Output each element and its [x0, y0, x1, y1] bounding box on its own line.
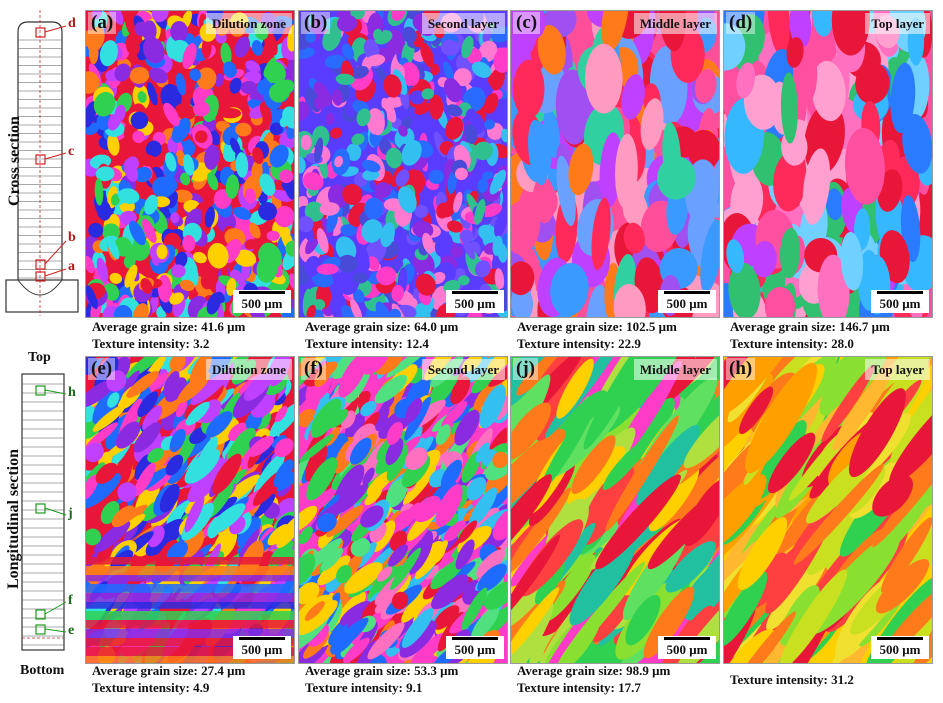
scale-bar-d: 500 μm [871, 290, 929, 313]
grain-size-f: Average grain size: 53.3 μm [305, 663, 459, 678]
grain-texture-d [724, 11, 932, 317]
texture-intensity-b: Texture intensity: 12.4 [305, 336, 429, 351]
ebsd-map-a: (a) Dilution zone 500 μm [85, 10, 295, 318]
panel-label-f: (f) [301, 358, 326, 380]
region-label-b: Second layer [421, 13, 505, 34]
scale-bar-c: 500 μm [658, 290, 716, 313]
marker-label-f: f [68, 593, 73, 608]
cross-section-schematic: d c b a [0, 10, 85, 320]
marker-label-c: c [68, 144, 75, 159]
panel-label-e: (e) [88, 358, 116, 380]
ebsd-map-d: (d) Top layer 500 μm [723, 10, 933, 318]
panel-label-d: (d) [726, 12, 756, 34]
scale-bar-j: 500 μm [658, 636, 716, 659]
scale-bar-e: 500 μm [233, 636, 291, 659]
region-label-j: Middle layer [633, 359, 717, 380]
marker-f-box [35, 609, 46, 620]
cross-section-label: Cross section [6, 116, 23, 206]
grain-size-j: Average grain size: 98.9 μm [517, 663, 671, 678]
marker-label-e: e [68, 623, 75, 638]
texture-intensity-j: Texture intensity: 17.7 [517, 680, 641, 695]
region-label-e: Dilution zone [205, 359, 292, 380]
longitudinal-section-diagram [21, 373, 67, 651]
marker-label-h: h [68, 385, 76, 400]
marker-d-box [35, 27, 46, 38]
region-label-d: Top layer [865, 13, 930, 34]
ebsd-map-c: (c) Middle layer 500 μm [510, 10, 720, 318]
panel-label-j: (j) [513, 358, 538, 380]
grain-size-e: Average grain size: 27.4 μm [92, 663, 246, 678]
grain-size-d: Average grain size: 146.7 μm [730, 319, 890, 334]
marker-label-j: j [68, 506, 73, 521]
ebsd-map-f: (f) Second layer 500 μm [298, 356, 508, 664]
grain-size-b: Average grain size: 64.0 μm [305, 319, 459, 334]
texture-intensity-c: Texture intensity: 22.9 [517, 336, 641, 351]
marker-a-box [35, 271, 46, 282]
longitudinal-section-label: Longitudinal section [5, 448, 22, 590]
panel-label-h: (h) [726, 358, 756, 380]
scale-bar-a: 500 μm [233, 290, 291, 313]
marker-b-box [35, 259, 46, 270]
ebsd-map-e: (e) Dilution zone 500 μm [85, 356, 295, 664]
texture-intensity-a: Texture intensity: 3.2 [92, 336, 210, 351]
grain-texture-f [299, 357, 507, 663]
region-label-h: Top layer [865, 359, 930, 380]
grain-texture-h [724, 357, 932, 663]
longitudinal-section-schematic: h j f e [0, 370, 85, 660]
grain-size-a: Average grain size: 41.6 μm [92, 319, 246, 334]
marker-label-b: b [68, 230, 76, 245]
scale-bar-b: 500 μm [446, 290, 504, 313]
texture-intensity-f: Texture intensity: 9.1 [305, 680, 423, 695]
texture-intensity-e: Texture intensity: 4.9 [92, 680, 210, 695]
top-label: Top [28, 350, 51, 365]
grain-texture-b [299, 11, 507, 317]
ebsd-map-h: (h) Top layer 500 μm [723, 356, 933, 664]
marker-e-box [35, 624, 46, 635]
region-label-a: Dilution zone [205, 13, 292, 34]
scale-bar-h: 500 μm [871, 636, 929, 659]
grain-texture-a [86, 11, 294, 317]
ebsd-map-j: (j) Middle layer 500 μm [510, 356, 720, 664]
marker-h-box [35, 385, 46, 396]
marker-j-box [35, 503, 46, 514]
texture-intensity-d: Texture intensity: 28.0 [730, 336, 854, 351]
cross-section-diagram [5, 10, 79, 316]
marker-label-d: d [68, 16, 76, 31]
grain-size-c: Average grain size: 102.5 μm [517, 319, 677, 334]
region-label-c: Middle layer [633, 13, 717, 34]
panel-label-b: (b) [301, 12, 331, 34]
panel-label-c: (c) [513, 12, 541, 34]
scale-bar-f: 500 μm [446, 636, 504, 659]
texture-intensity-h: Texture intensity: 31.2 [730, 672, 854, 687]
grain-texture-j [511, 357, 719, 663]
grain-texture-c [511, 11, 719, 317]
region-label-f: Second layer [421, 359, 505, 380]
panel-label-a: (a) [88, 12, 117, 34]
ebsd-map-b: (b) Second layer 500 μm [298, 10, 508, 318]
marker-c-box [35, 154, 46, 165]
grain-texture-e [86, 357, 294, 663]
marker-label-a: a [68, 259, 75, 274]
bottom-label: Bottom [20, 663, 65, 678]
